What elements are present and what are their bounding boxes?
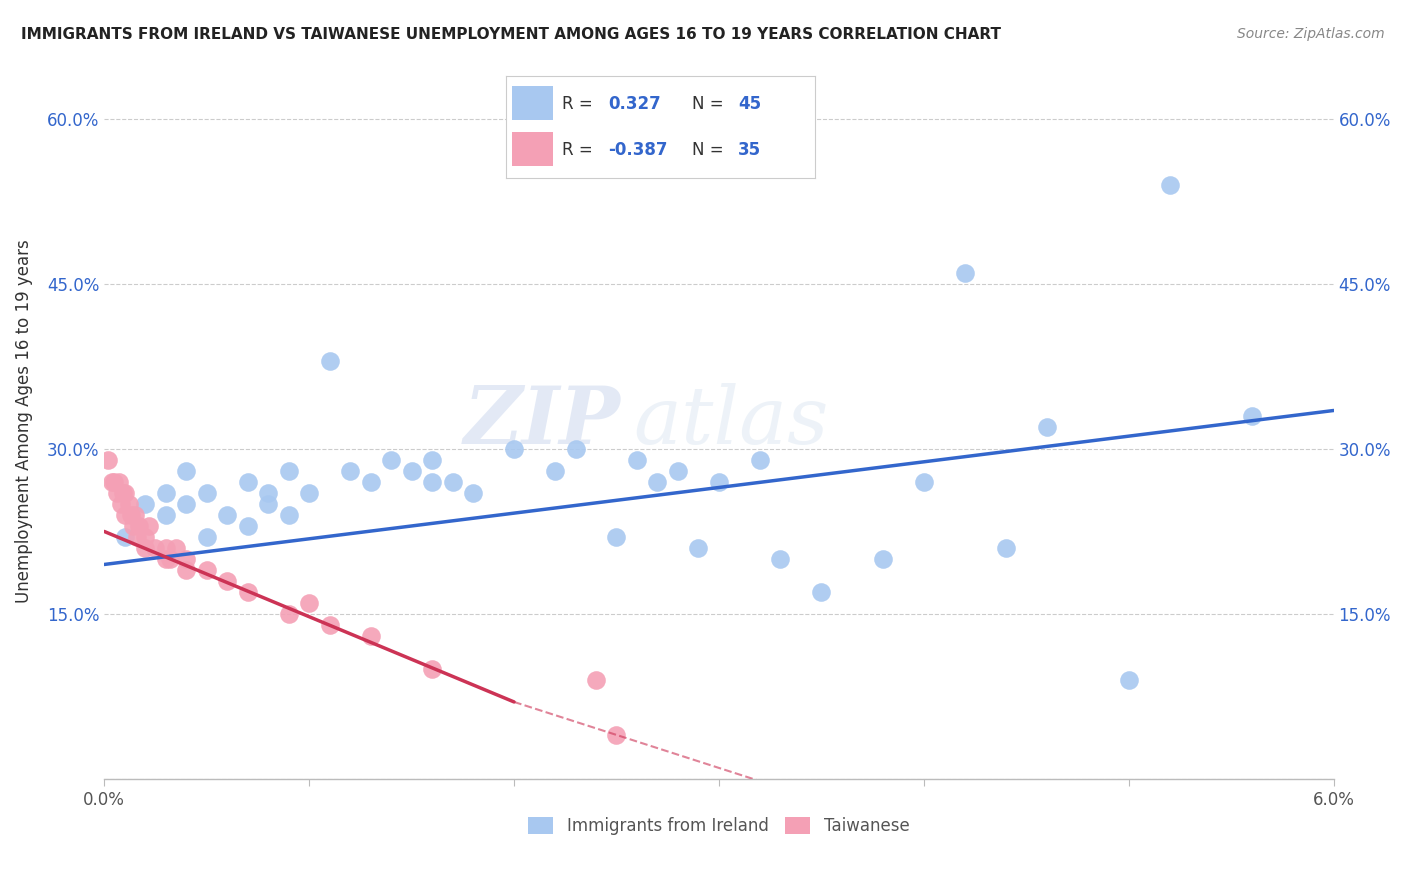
- Point: [174, 464, 197, 478]
- Point: [298, 486, 321, 500]
- Point: [401, 464, 423, 478]
- Text: R =: R =: [562, 141, 598, 159]
- Point: [769, 552, 792, 566]
- Point: [217, 508, 239, 522]
- Point: [107, 475, 129, 489]
- Point: [1159, 178, 1181, 192]
- Text: 45: 45: [738, 95, 761, 112]
- Point: [585, 673, 607, 687]
- Point: [564, 442, 586, 456]
- Point: [105, 486, 128, 500]
- Point: [120, 508, 142, 522]
- Point: [257, 486, 280, 500]
- Point: [318, 354, 340, 368]
- Point: [114, 508, 136, 522]
- Point: [155, 541, 177, 555]
- Point: [1036, 420, 1059, 434]
- Point: [318, 618, 340, 632]
- Point: [174, 497, 197, 511]
- Point: [195, 563, 218, 577]
- Point: [953, 266, 976, 280]
- Point: [217, 574, 239, 588]
- Point: [155, 552, 177, 566]
- Point: [134, 497, 156, 511]
- Point: [165, 541, 187, 555]
- Point: [118, 497, 141, 511]
- Point: [461, 486, 484, 500]
- Point: [155, 486, 177, 500]
- FancyBboxPatch shape: [512, 132, 553, 166]
- Text: N =: N =: [692, 95, 728, 112]
- Point: [122, 519, 145, 533]
- Point: [277, 464, 299, 478]
- Point: [134, 541, 156, 555]
- Point: [360, 629, 382, 643]
- Point: [441, 475, 464, 489]
- Text: 35: 35: [738, 141, 761, 159]
- Point: [236, 475, 259, 489]
- Point: [420, 475, 443, 489]
- Point: [380, 453, 402, 467]
- Point: [124, 508, 146, 522]
- Point: [912, 475, 935, 489]
- Point: [544, 464, 567, 478]
- Point: [1240, 409, 1263, 423]
- Text: Source: ZipAtlas.com: Source: ZipAtlas.com: [1237, 27, 1385, 41]
- Point: [277, 508, 299, 522]
- Point: [872, 552, 894, 566]
- Text: N =: N =: [692, 141, 728, 159]
- Point: [236, 585, 259, 599]
- Point: [155, 508, 177, 522]
- Point: [138, 519, 160, 533]
- Point: [111, 486, 134, 500]
- Point: [339, 464, 361, 478]
- Point: [748, 453, 770, 467]
- Point: [688, 541, 710, 555]
- Point: [257, 497, 280, 511]
- Point: [503, 442, 526, 456]
- Point: [1118, 673, 1140, 687]
- Text: -0.387: -0.387: [609, 141, 668, 159]
- Point: [994, 541, 1017, 555]
- Point: [666, 464, 689, 478]
- Point: [360, 475, 382, 489]
- Point: [195, 530, 218, 544]
- Point: [420, 453, 443, 467]
- Text: R =: R =: [562, 95, 598, 112]
- Point: [605, 728, 627, 742]
- Text: IMMIGRANTS FROM IRELAND VS TAIWANESE UNEMPLOYMENT AMONG AGES 16 TO 19 YEARS CORR: IMMIGRANTS FROM IRELAND VS TAIWANESE UNE…: [21, 27, 1001, 42]
- Point: [277, 607, 299, 621]
- Point: [110, 497, 132, 511]
- Text: 0.327: 0.327: [609, 95, 661, 112]
- Point: [195, 486, 218, 500]
- Point: [647, 475, 669, 489]
- Point: [810, 585, 832, 599]
- Point: [125, 530, 148, 544]
- Point: [145, 541, 167, 555]
- Point: [236, 519, 259, 533]
- Point: [103, 475, 125, 489]
- Point: [114, 530, 136, 544]
- Point: [159, 552, 181, 566]
- Point: [101, 475, 124, 489]
- Point: [707, 475, 730, 489]
- Point: [174, 563, 197, 577]
- Point: [626, 453, 648, 467]
- Point: [420, 662, 443, 676]
- FancyBboxPatch shape: [512, 87, 553, 120]
- Point: [298, 596, 321, 610]
- Y-axis label: Unemployment Among Ages 16 to 19 years: Unemployment Among Ages 16 to 19 years: [15, 240, 32, 603]
- Point: [97, 453, 120, 467]
- Point: [134, 530, 156, 544]
- Point: [174, 552, 197, 566]
- Point: [114, 486, 136, 500]
- Point: [128, 519, 150, 533]
- Legend: Immigrants from Ireland, Taiwanese: Immigrants from Ireland, Taiwanese: [529, 817, 910, 835]
- Text: ZIP: ZIP: [464, 383, 620, 460]
- Text: atlas: atlas: [633, 383, 828, 460]
- Point: [605, 530, 627, 544]
